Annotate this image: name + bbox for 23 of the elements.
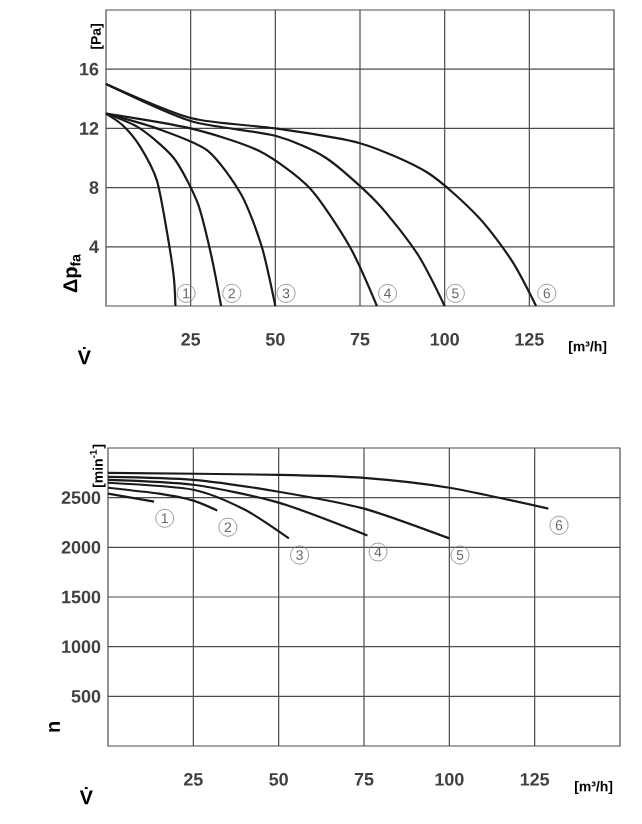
y-axis-title: Δp$_{fa}$ — [63, 254, 82, 293]
y-tick-label: 4 — [89, 240, 99, 253]
x-tick-label: 100 — [430, 333, 459, 346]
x-tick-label: 75 — [354, 773, 374, 786]
x-tick-label: 50 — [265, 333, 285, 346]
x-axis-title: V̇ — [79, 787, 93, 805]
y-tick-label: 8 — [89, 181, 99, 194]
x-tick-label: 125 — [520, 773, 550, 786]
y-tick-label: 2000 — [61, 540, 101, 554]
y-tick-label: 500 — [71, 689, 101, 703]
x-tick-label: 125 — [515, 333, 544, 346]
x-tick-label: 25 — [181, 333, 201, 346]
y-tick-label: 1500 — [62, 590, 101, 604]
y-tick-label: 2500 — [61, 491, 101, 505]
y-tick-label: 16 — [80, 62, 99, 76]
y-axis-title: n — [49, 722, 60, 732]
x-tick-label: 50 — [269, 773, 288, 786]
y-tick-label: 12 — [80, 122, 99, 135]
y-tick-label: 1000 — [62, 640, 101, 654]
x-axis-title: V̇ — [77, 347, 91, 365]
x-tick-label: 25 — [183, 773, 203, 786]
x-tick-label: 75 — [350, 333, 370, 346]
x-tick-label: 100 — [435, 773, 464, 786]
